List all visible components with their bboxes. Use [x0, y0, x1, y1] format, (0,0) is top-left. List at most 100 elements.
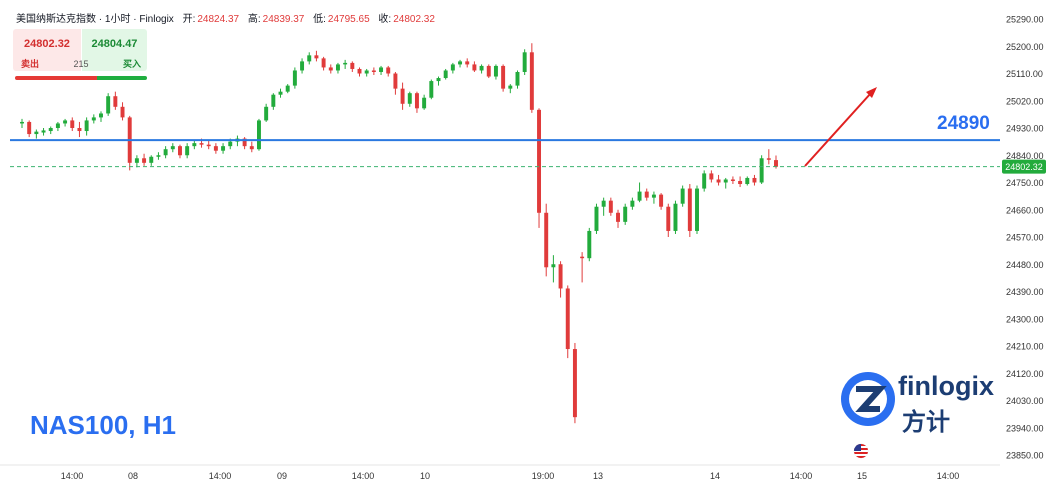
candle-body: [364, 70, 369, 74]
candle-body: [723, 179, 728, 183]
candle: [221, 143, 226, 154]
candle: [178, 144, 182, 159]
open-value: 24824.37: [197, 14, 240, 25]
candle: [34, 129, 39, 139]
candle: [450, 62, 455, 74]
candle: [651, 191, 656, 204]
symbol-label: NAS100, H1: [30, 410, 176, 440]
candle: [472, 61, 477, 72]
high-label: 高:: [247, 14, 261, 25]
buy-button[interactable]: 24804.47 买入: [82, 29, 147, 71]
candle-body: [601, 200, 606, 207]
candle-body: [587, 230, 592, 259]
candle: [149, 155, 154, 166]
candle-body: [278, 91, 283, 95]
candle: [414, 91, 419, 113]
candle-body: [407, 93, 412, 104]
candle: [422, 94, 427, 110]
candle-body: [738, 180, 743, 185]
candle: [328, 64, 333, 74]
y-tick-label: 23940.00: [1006, 423, 1044, 433]
candle-body: [616, 212, 620, 222]
candle-body: [48, 128, 53, 132]
candle: [91, 114, 96, 124]
candle: [465, 58, 470, 68]
us-flag-icon: [853, 443, 869, 459]
candle-body: [213, 146, 218, 151]
candle-body: [20, 121, 24, 124]
candle: [558, 261, 563, 298]
candle-body: [41, 130, 46, 133]
candle: [508, 84, 513, 94]
candle: [623, 203, 628, 225]
candle: [314, 50, 319, 62]
y-tick-label: 25020.00: [1006, 96, 1044, 106]
candle: [587, 227, 592, 262]
candle-body: [321, 58, 326, 68]
candle: [565, 285, 570, 359]
candle-body: [242, 138, 247, 147]
candle-body: [357, 68, 362, 74]
candle-body: [436, 78, 441, 82]
x-tick-label: 15: [857, 471, 867, 481]
candle: [213, 143, 218, 154]
candle-body: [479, 65, 484, 71]
x-tick-label: 19:00: [532, 471, 555, 481]
candle-body: [206, 144, 211, 147]
buy-label: 买入: [122, 59, 141, 69]
x-tick-label: 14:00: [209, 471, 232, 481]
candle-body: [292, 70, 297, 86]
candle: [429, 79, 434, 100]
candle: [515, 70, 520, 89]
buy-ratio-bar: [97, 76, 147, 80]
candle: [292, 67, 297, 89]
y-tick-label: 24390.00: [1006, 287, 1044, 297]
spread-value: 215: [73, 59, 89, 69]
candle-body: [472, 64, 477, 71]
candle: [680, 185, 685, 207]
y-tick-label: 24030.00: [1006, 396, 1044, 406]
candle: [156, 152, 161, 160]
candle-body: [630, 200, 635, 207]
candle: [673, 200, 678, 234]
candle: [321, 56, 326, 71]
candle: [300, 58, 305, 74]
sell-price: 24802.32: [24, 38, 70, 50]
candle-body: [400, 88, 405, 104]
candle-body: [170, 146, 175, 150]
candle: [170, 143, 175, 153]
sell-ratio-bar: [15, 76, 97, 80]
candle: [142, 153, 147, 166]
current-price-tag-label: 24802.32: [1005, 162, 1043, 172]
candle: [264, 103, 269, 122]
candle-body: [142, 158, 147, 163]
candle: [501, 64, 506, 92]
candle: [163, 146, 168, 159]
candle-body: [465, 61, 470, 65]
candle-body: [55, 123, 60, 128]
candle-body: [537, 109, 542, 213]
x-tick-label: 14:00: [61, 471, 84, 481]
y-tick-label: 23850.00: [1006, 451, 1044, 461]
y-tick-label: 24210.00: [1006, 342, 1044, 352]
candle-body: [572, 349, 577, 418]
y-tick-label: 24750.00: [1006, 178, 1044, 188]
candle: [335, 62, 340, 74]
candle-body: [673, 203, 678, 231]
candle: [192, 140, 197, 150]
candle: [249, 141, 254, 153]
candle-body: [702, 173, 707, 189]
candle-body: [350, 62, 355, 69]
candle: [443, 68, 448, 80]
sell-button[interactable]: 24802.32 卖出: [13, 29, 81, 71]
candle: [307, 52, 312, 65]
candle-body: [565, 288, 570, 350]
candle: [63, 118, 68, 127]
current-price-tag: [1002, 159, 1046, 174]
chart-header: 美国纳斯达克指数 · 1小时 · Finlogix 开: 24824.37 高: 2…: [16, 10, 435, 25]
candle: [400, 82, 405, 110]
low-value: 24795.65: [327, 14, 370, 25]
candle: [659, 193, 664, 210]
candle-body: [256, 120, 261, 150]
